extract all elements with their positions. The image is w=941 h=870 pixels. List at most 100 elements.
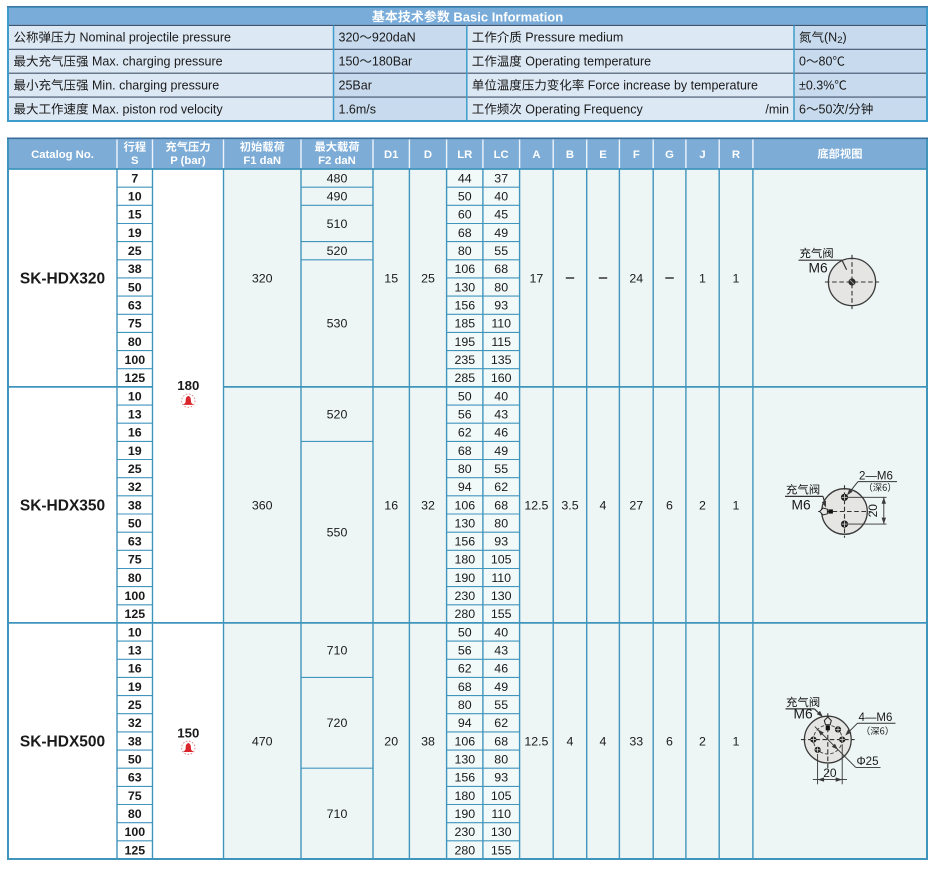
svg-text:63: 63 bbox=[128, 535, 142, 549]
svg-text:F: F bbox=[633, 149, 640, 161]
svg-text:130: 130 bbox=[491, 825, 512, 839]
svg-text:F2 daN: F2 daN bbox=[318, 155, 356, 167]
svg-text:93: 93 bbox=[494, 299, 508, 313]
svg-text:156: 156 bbox=[454, 299, 475, 313]
svg-text:280: 280 bbox=[454, 843, 475, 857]
svg-text:15: 15 bbox=[384, 271, 398, 285]
svg-text:16: 16 bbox=[384, 498, 398, 512]
svg-text:Pressure medium: Pressure medium bbox=[525, 31, 623, 45]
svg-text:80: 80 bbox=[458, 462, 472, 476]
svg-text:32: 32 bbox=[421, 498, 435, 512]
svg-text:2: 2 bbox=[699, 734, 706, 748]
svg-text:106: 106 bbox=[454, 734, 475, 748]
svg-text:46: 46 bbox=[494, 662, 508, 676]
svg-text:68: 68 bbox=[494, 734, 508, 748]
svg-text:62: 62 bbox=[458, 426, 472, 440]
svg-text:56: 56 bbox=[458, 644, 472, 658]
svg-text:R: R bbox=[732, 149, 740, 161]
svg-text:125: 125 bbox=[124, 371, 145, 385]
svg-text:50: 50 bbox=[458, 389, 472, 403]
svg-text:62: 62 bbox=[458, 662, 472, 676]
svg-text:16: 16 bbox=[128, 426, 142, 440]
svg-text:150: 150 bbox=[339, 55, 360, 69]
svg-text:LR: LR bbox=[457, 149, 472, 161]
svg-text:100: 100 bbox=[124, 353, 145, 367]
svg-text:49: 49 bbox=[494, 444, 508, 458]
svg-text:68: 68 bbox=[458, 226, 472, 240]
svg-text:45: 45 bbox=[494, 208, 508, 222]
svg-text:Operating Frequency: Operating Frequency bbox=[525, 103, 643, 117]
svg-text:20: 20 bbox=[384, 734, 398, 748]
svg-text:1: 1 bbox=[699, 271, 706, 285]
svg-text:125: 125 bbox=[124, 607, 145, 621]
svg-text:D: D bbox=[424, 149, 432, 161]
svg-text:190: 190 bbox=[454, 571, 475, 585]
svg-text:19: 19 bbox=[128, 226, 142, 240]
svg-text:110: 110 bbox=[491, 807, 511, 821]
svg-text:160: 160 bbox=[491, 371, 512, 385]
svg-text:±0.3%: ±0.3% bbox=[799, 79, 834, 93]
svg-text:155: 155 bbox=[491, 843, 512, 857]
svg-text:720: 720 bbox=[327, 716, 348, 730]
svg-text:33: 33 bbox=[629, 734, 643, 748]
svg-text:15: 15 bbox=[128, 208, 142, 222]
svg-text:94: 94 bbox=[458, 716, 472, 730]
svg-text:G: G bbox=[665, 149, 674, 161]
svg-text:7: 7 bbox=[131, 171, 138, 185]
svg-text:50: 50 bbox=[128, 280, 142, 294]
svg-text:230: 230 bbox=[454, 825, 475, 839]
svg-text:63: 63 bbox=[128, 299, 142, 313]
svg-text:Force increase by temperature: Force increase by temperature bbox=[588, 79, 758, 93]
svg-text:19: 19 bbox=[128, 680, 142, 694]
svg-text:44: 44 bbox=[458, 171, 472, 185]
svg-text:50: 50 bbox=[458, 190, 472, 204]
svg-text:360: 360 bbox=[252, 498, 273, 512]
svg-text:62: 62 bbox=[494, 716, 508, 730]
svg-text:94: 94 bbox=[458, 480, 472, 494]
svg-text:180Bar: 180Bar bbox=[372, 55, 412, 69]
svg-text:62: 62 bbox=[494, 480, 508, 494]
svg-text:1: 1 bbox=[733, 734, 740, 748]
svg-text:80: 80 bbox=[494, 753, 508, 767]
svg-text:480: 480 bbox=[327, 171, 348, 185]
svg-text:135: 135 bbox=[491, 353, 512, 367]
svg-text:LC: LC bbox=[494, 149, 509, 161]
svg-text:50: 50 bbox=[128, 516, 142, 530]
svg-text:): ) bbox=[843, 31, 847, 45]
svg-text:27: 27 bbox=[629, 498, 643, 512]
svg-text:SK-HDX500: SK-HDX500 bbox=[20, 734, 105, 751]
svg-text:55: 55 bbox=[494, 462, 508, 476]
svg-text:156: 156 bbox=[454, 771, 475, 785]
svg-text:490: 490 bbox=[327, 190, 348, 204]
svg-text:25: 25 bbox=[128, 698, 142, 712]
svg-text:49: 49 bbox=[494, 226, 508, 240]
svg-text:520: 520 bbox=[327, 408, 348, 422]
svg-text:50: 50 bbox=[819, 103, 833, 117]
svg-text:/min: /min bbox=[765, 103, 789, 117]
svg-text:40: 40 bbox=[494, 190, 508, 204]
svg-text:B: B bbox=[566, 149, 574, 161]
svg-text:4: 4 bbox=[567, 734, 574, 748]
svg-text:80: 80 bbox=[494, 516, 508, 530]
svg-text:520: 520 bbox=[327, 244, 348, 258]
svg-text:60: 60 bbox=[458, 208, 472, 222]
svg-text:24: 24 bbox=[629, 271, 643, 285]
svg-text:1: 1 bbox=[733, 498, 740, 512]
svg-text:38: 38 bbox=[128, 734, 142, 748]
svg-text:75: 75 bbox=[128, 553, 142, 567]
svg-text:49: 49 bbox=[494, 680, 508, 694]
svg-text:68: 68 bbox=[458, 680, 472, 694]
svg-text:56: 56 bbox=[458, 408, 472, 422]
svg-text:6: 6 bbox=[799, 103, 806, 117]
svg-text:115: 115 bbox=[491, 335, 511, 349]
svg-text:SK-HDX350: SK-HDX350 bbox=[20, 498, 105, 515]
svg-text:F1 daN: F1 daN bbox=[243, 155, 281, 167]
svg-text:185: 185 bbox=[454, 317, 475, 331]
svg-text:(N: (N bbox=[824, 31, 837, 45]
svg-text:10: 10 bbox=[128, 389, 142, 403]
svg-text:A: A bbox=[532, 149, 540, 161]
svg-text:25: 25 bbox=[128, 244, 142, 258]
svg-text:2—M6: 2—M6 bbox=[859, 470, 893, 482]
svg-text:40: 40 bbox=[494, 625, 508, 639]
svg-text:180: 180 bbox=[454, 789, 475, 803]
